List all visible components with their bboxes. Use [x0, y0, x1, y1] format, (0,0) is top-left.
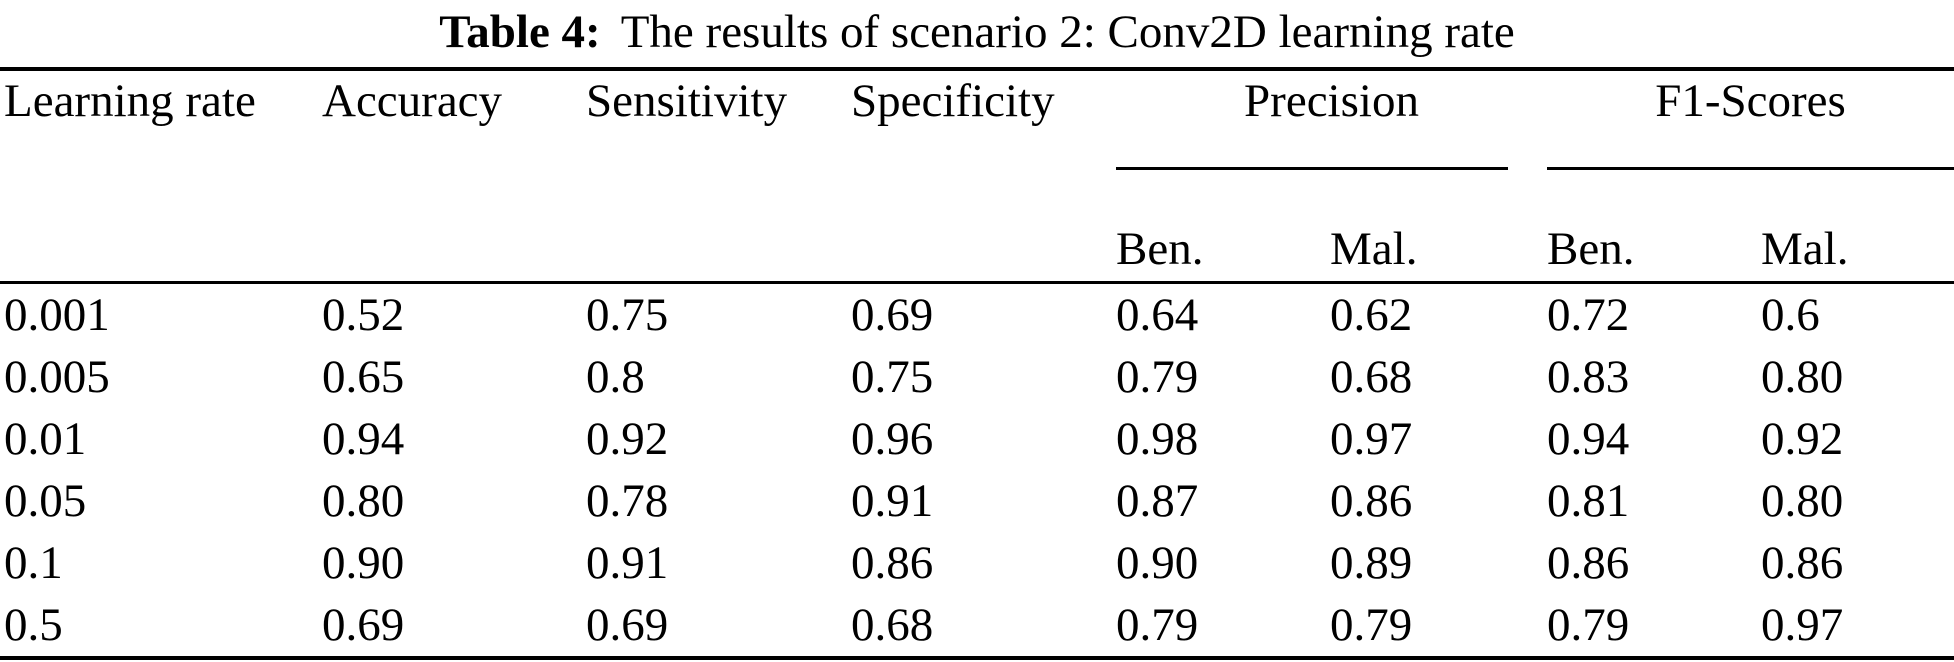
subcolumn-header-precision-ben: Ben. [1116, 170, 1330, 284]
table-row: 0.01 0.94 0.92 0.96 0.98 0.97 0.94 0.92 [0, 408, 1954, 470]
table-cell: 0.91 [586, 537, 669, 589]
table-cell: 0.1 [4, 537, 63, 589]
table-cell: 0.90 [322, 537, 405, 589]
table-cell: 0.91 [851, 475, 934, 527]
table-cell: 0.79 [1116, 599, 1199, 651]
table-cell: 0.005 [4, 351, 110, 403]
table-cell: 0.62 [1330, 289, 1413, 341]
column-header-accuracy: Accuracy [322, 69, 586, 284]
table-cell: 0.69 [322, 599, 405, 651]
group-header-f1-scores-label: F1-Scores [1655, 75, 1846, 127]
table-cell: 0.90 [1116, 537, 1199, 589]
table-cell: 0.68 [851, 599, 934, 651]
table-cell: 0.68 [1330, 351, 1413, 403]
table-cell: 0.79 [1116, 351, 1199, 403]
group-header-precision: Precision [1116, 69, 1547, 170]
table-cell: 0.5 [4, 599, 63, 651]
table-cell: 0.86 [1761, 537, 1844, 589]
table-cell: 0.65 [322, 351, 405, 403]
column-header-learning-rate: Learning rate [0, 69, 322, 284]
table-cell: 0.75 [851, 351, 934, 403]
table-cell: 0.80 [1761, 475, 1844, 527]
table-cell: 0.83 [1547, 351, 1630, 403]
table-cell: 0.94 [1547, 413, 1630, 465]
caption-label: Table 4: [439, 6, 601, 58]
table-cell: 0.80 [322, 475, 405, 527]
table-cell: 0.78 [586, 475, 669, 527]
table-cell: 0.79 [1330, 599, 1413, 651]
group-header-precision-label: Precision [1244, 75, 1419, 127]
table-caption: Table 4: The results of scenario 2: Conv2… [0, 4, 1954, 60]
table-cell: 0.01 [4, 413, 87, 465]
table-cell: 0.87 [1116, 475, 1199, 527]
table-cell: 0.92 [1761, 413, 1844, 465]
table-cell: 0.96 [851, 413, 934, 465]
table-body: 0.001 0.52 0.75 0.69 0.64 0.62 0.72 0.6 … [0, 283, 1954, 659]
table-cell: 0.6 [1761, 289, 1820, 341]
table-cell: 0.69 [851, 289, 934, 341]
table-row: 0.001 0.52 0.75 0.69 0.64 0.62 0.72 0.6 [0, 283, 1954, 347]
table-cell: 0.52 [322, 289, 405, 341]
table-cell: 0.75 [586, 289, 669, 341]
table-cell: 0.89 [1330, 537, 1413, 589]
table-cell: 0.001 [4, 289, 110, 341]
table-cell: 0.86 [1547, 537, 1630, 589]
table-header: Learning rate Accuracy Sensitivity Speci… [0, 69, 1954, 284]
precision-spanner-rule [1116, 167, 1509, 170]
table-row: 0.1 0.90 0.91 0.86 0.90 0.89 0.86 0.86 [0, 532, 1954, 594]
group-header-f1-scores: F1-Scores [1547, 69, 1954, 170]
table-cell: 0.64 [1116, 289, 1199, 341]
table-cell: 0.80 [1761, 351, 1844, 403]
f1-scores-spanner-rule [1547, 167, 1954, 170]
table-cell: 0.98 [1116, 413, 1199, 465]
caption-text: The results of scenario 2: Conv2D learni… [620, 6, 1515, 58]
table-cell: 0.05 [4, 475, 87, 527]
table-row: 0.05 0.80 0.78 0.91 0.87 0.86 0.81 0.80 [0, 470, 1954, 532]
subcolumn-header-f1-ben: Ben. [1547, 170, 1762, 284]
subcolumn-header-precision-mal: Mal. [1330, 170, 1548, 284]
column-header-sensitivity: Sensitivity [586, 69, 851, 284]
table-cell: 0.86 [1330, 475, 1413, 527]
subcolumn-header-f1-mal: Mal. [1761, 170, 1954, 284]
table-cell: 0.8 [586, 351, 645, 403]
table-cell: 0.81 [1547, 475, 1630, 527]
table-cell: 0.97 [1761, 599, 1844, 651]
table-cell: 0.72 [1547, 289, 1630, 341]
table-cell: 0.92 [586, 413, 669, 465]
results-table: Learning rate Accuracy Sensitivity Speci… [0, 67, 1954, 660]
table-cell: 0.94 [322, 413, 405, 465]
table-cell: 0.69 [586, 599, 669, 651]
table-cell: 0.97 [1330, 413, 1413, 465]
table-cell: 0.79 [1547, 599, 1630, 651]
table-cell: 0.86 [851, 537, 934, 589]
table-row: 0.005 0.65 0.8 0.75 0.79 0.68 0.83 0.80 [0, 346, 1954, 408]
table-row: 0.5 0.69 0.69 0.68 0.79 0.79 0.79 0.97 [0, 594, 1954, 658]
column-header-specificity: Specificity [851, 69, 1116, 284]
